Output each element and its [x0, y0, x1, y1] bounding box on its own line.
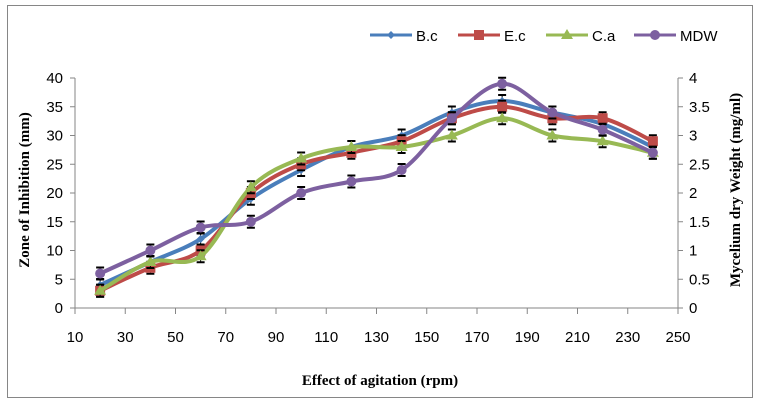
y-tick-label: 40 — [46, 70, 63, 87]
legend-marker — [561, 29, 573, 39]
series-line — [98, 81, 655, 276]
data-point — [497, 78, 508, 89]
data-point — [496, 112, 509, 123]
x-tick-label: 150 — [414, 329, 439, 346]
legend-label: E.c — [504, 28, 526, 45]
data-point — [195, 222, 206, 233]
data-point — [445, 129, 458, 140]
data-point — [244, 181, 257, 192]
data-point — [596, 135, 609, 146]
legend-marker — [650, 30, 660, 40]
x-tick-label: 190 — [515, 329, 540, 346]
x-tick-label: 90 — [268, 329, 285, 346]
data-point — [396, 165, 407, 175]
series-mdw — [95, 76, 658, 281]
data-point — [295, 152, 308, 163]
data-point — [497, 101, 508, 112]
chart-frame — [7, 5, 753, 398]
y2-tick-label: 0.5 — [689, 271, 710, 288]
legend-label: MDW — [680, 28, 718, 45]
series-ec — [95, 99, 658, 298]
data-point — [597, 113, 608, 124]
data-point — [196, 235, 205, 243]
legend-item-ec: E.c — [458, 28, 526, 45]
data-point — [345, 141, 358, 151]
x-tick-label: 30 — [117, 329, 134, 346]
data-point — [296, 188, 307, 198]
y2-tick-label: 3.5 — [689, 99, 710, 116]
y2-tick-label: 3 — [689, 128, 697, 145]
y2-tick-label: 1 — [689, 243, 697, 260]
data-point — [94, 284, 107, 295]
x-tick-label: 10 — [67, 329, 84, 346]
data-point — [446, 113, 457, 124]
y-axis-title: Zone of Inhibition (mm) — [17, 112, 33, 267]
series-layer — [94, 76, 659, 298]
y2-tick-label: 0 — [689, 300, 697, 317]
data-point — [546, 129, 559, 140]
y-tick-label: 25 — [46, 156, 63, 173]
data-point — [346, 176, 357, 187]
legend-item-ca: C.a — [546, 28, 616, 45]
x-tick-label: 170 — [464, 329, 489, 346]
legend-marker — [387, 31, 395, 39]
x-tick-label: 210 — [565, 329, 590, 346]
y-tick-label: 30 — [46, 128, 63, 145]
data-point — [95, 268, 106, 279]
data-point — [647, 136, 658, 147]
data-point — [597, 124, 608, 135]
y-tick-label: 5 — [55, 271, 63, 288]
data-point — [145, 245, 156, 256]
data-point — [144, 256, 157, 266]
x-axis-title: Effect of agitation (rpm) — [302, 373, 458, 389]
x-tick-label: 130 — [364, 329, 389, 346]
data-point — [547, 107, 558, 118]
series-line — [98, 116, 655, 293]
x-tick-label: 50 — [167, 329, 184, 346]
y2-tick-label: 1.5 — [689, 214, 710, 231]
axes: 0 5 10 15 20 25 30 35 40 0 0.5 1 1.5 2 2.5 3 3.5 4 10 30 50 7… — [46, 70, 710, 346]
legend-label: B.c — [416, 28, 438, 45]
x-tick-label: 230 — [615, 329, 640, 346]
x-tick-label: 70 — [217, 329, 234, 346]
legend-item-mdw: MDW — [634, 28, 718, 45]
y-tick-label: 10 — [46, 243, 63, 260]
data-point — [194, 250, 207, 261]
legend-label: C.a — [592, 28, 616, 45]
data-point — [395, 141, 408, 151]
data-point — [647, 147, 658, 158]
legend-item-bc: B.c — [370, 28, 438, 45]
y-tick-label: 35 — [46, 99, 63, 116]
y-tick-label: 0 — [55, 300, 63, 317]
legend: B.c E.c C.a MDW — [370, 28, 718, 45]
y-tick-label: 20 — [46, 185, 63, 202]
data-point — [245, 216, 256, 227]
x-tick-label: 250 — [665, 329, 690, 346]
y2-tick-label: 2.5 — [689, 156, 710, 173]
x-tick-label: 110 — [314, 329, 338, 346]
legend-marker — [474, 30, 484, 40]
y-tick-label: 15 — [46, 214, 63, 231]
y2-tick-label: 4 — [689, 70, 697, 87]
y2-axis-title: Mycelium dry Weight (mg/ml) — [728, 93, 744, 287]
y2-tick-label: 2 — [689, 185, 697, 202]
